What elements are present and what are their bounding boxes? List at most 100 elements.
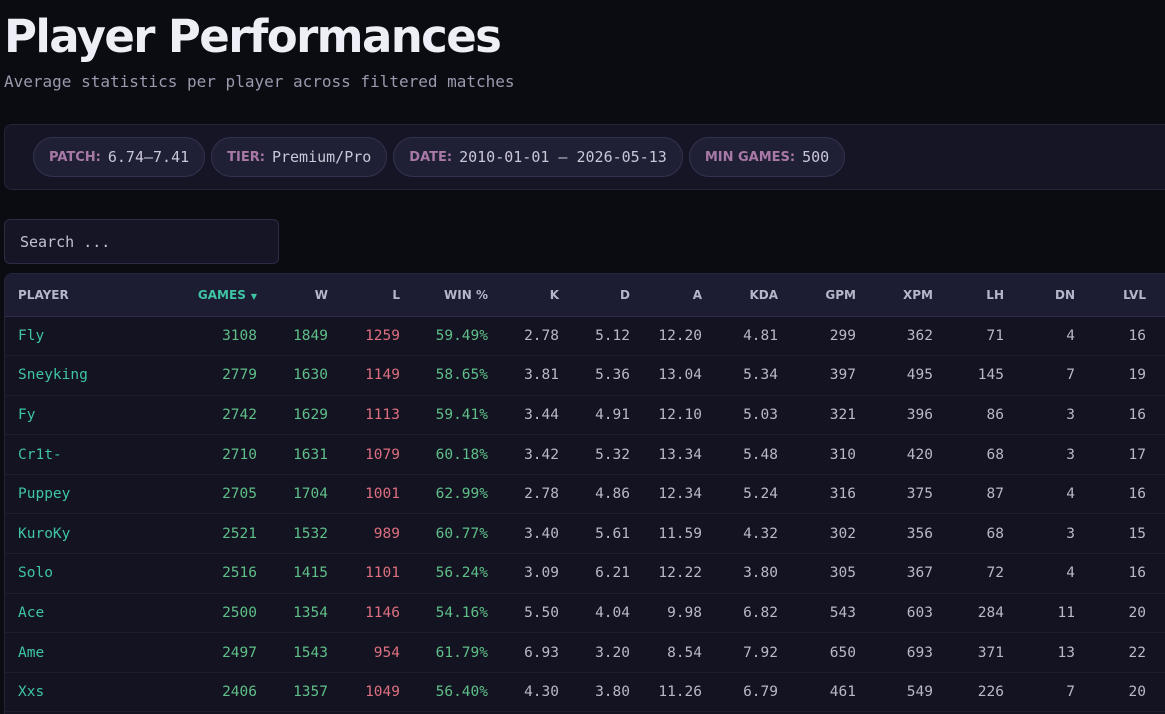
- search-input[interactable]: [4, 219, 279, 264]
- cell-xpm: 549: [906, 684, 933, 701]
- cell-w: 1631: [293, 446, 328, 463]
- cell-k: 3.44: [524, 406, 559, 423]
- column-header-d[interactable]: D: [573, 274, 644, 317]
- table-row[interactable]: Cr1t- 2710 1631 1079 60.18% 3.42 5.32 13.34 5.48…: [5, 435, 1165, 475]
- column-header-label: KDA: [749, 287, 778, 302]
- column-header-label: K: [549, 287, 559, 302]
- cell-w: 1532: [293, 525, 328, 542]
- cell-l: 1049: [365, 684, 400, 701]
- column-header-dn[interactable]: DN: [1018, 274, 1089, 317]
- cell-player[interactable]: Fly: [18, 327, 45, 344]
- cell-player[interactable]: KuroKy: [18, 525, 71, 542]
- column-header-label: D: [620, 287, 630, 302]
- cell-win-pct: 58.65%: [435, 367, 488, 384]
- cell-win-pct: 60.77%: [435, 525, 488, 542]
- filter-chip-min-games[interactable]: MIN GAMES: 500: [688, 137, 846, 177]
- cell-win-pct: 56.40%: [435, 684, 488, 701]
- cell-lh: 87: [986, 486, 1004, 503]
- cell-player[interactable]: Cr1t-: [18, 446, 62, 463]
- row-spacer: [1160, 435, 1165, 475]
- cell-player[interactable]: Ame: [18, 644, 45, 661]
- filter-chip-patch[interactable]: PATCH: 6.74–7.41: [33, 137, 206, 177]
- cell-l: 1079: [365, 446, 400, 463]
- column-header-label: DN: [1054, 287, 1075, 302]
- cell-w: 1630: [293, 367, 328, 384]
- table-row[interactable]: Sneyking 2779 1630 1149 58.65% 3.81 5.36 13.04 5…: [5, 356, 1165, 396]
- cell-games: 2497: [222, 644, 257, 661]
- sort-descending-icon: ▼: [250, 291, 257, 301]
- cell-win-pct: 59.49%: [435, 327, 488, 344]
- cell-dn: 4: [1066, 565, 1075, 582]
- cell-win-pct: 62.99%: [435, 486, 488, 503]
- cell-gpm: 299: [829, 327, 856, 344]
- cell-win-pct: 60.18%: [435, 446, 488, 463]
- cell-player[interactable]: Sneyking: [18, 367, 88, 384]
- cell-kda: 4.32: [743, 525, 778, 542]
- page-title: Player Performances: [4, 10, 502, 63]
- column-header-xpm[interactable]: XPM: [870, 274, 947, 317]
- cell-lh: 71: [986, 327, 1004, 344]
- cell-player[interactable]: Xxs: [18, 684, 45, 701]
- cell-player[interactable]: Fy: [18, 406, 36, 423]
- cell-k: 3.42: [524, 446, 559, 463]
- column-header-lh[interactable]: LH: [947, 274, 1018, 317]
- column-header-label: W: [314, 287, 328, 302]
- table-row[interactable]: Ace 2500 1354 1146 54.16% 5.50 4.04 9.98 6.82 543…: [5, 593, 1165, 633]
- table-row[interactable]: Fy 2742 1629 1113 59.41% 3.44 4.91 12.10 5.03 321…: [5, 395, 1165, 435]
- cell-k: 6.93: [524, 644, 559, 661]
- cell-kda: 4.81: [743, 327, 778, 344]
- filter-chip-value: 6.74–7.41: [107, 148, 190, 166]
- column-header-games[interactable]: GAMES ▼: [154, 274, 271, 317]
- cell-player[interactable]: Puppey: [18, 486, 71, 503]
- cell-lh: 226: [977, 684, 1004, 701]
- cell-xpm: 367: [906, 565, 933, 582]
- column-header-a[interactable]: A: [644, 274, 716, 317]
- cell-k: 3.81: [524, 367, 559, 384]
- cell-lh: 371: [977, 644, 1004, 661]
- cell-kda: 5.34: [743, 367, 778, 384]
- cell-games: 2710: [222, 446, 257, 463]
- column-header-lvl[interactable]: LVL: [1089, 274, 1160, 317]
- column-header-kda[interactable]: KDA: [716, 274, 792, 317]
- filter-chip-label: DATE:: [409, 149, 453, 165]
- filter-chip-date[interactable]: DATE: 2010-01-01 – 2026-05-13: [393, 137, 683, 177]
- cell-games: 2705: [222, 486, 257, 503]
- table-row[interactable]: KuroKy 2521 1532 989 60.77% 3.40 5.61 11.59 4.32…: [5, 514, 1165, 554]
- column-header-label: GPM: [825, 287, 856, 302]
- cell-games: 2500: [222, 604, 257, 621]
- cell-kda: 6.82: [743, 604, 778, 621]
- cell-w: 1704: [293, 486, 328, 503]
- filter-chips: PATCH: 6.74–7.41 TIER: Premium/Pro DATE:…: [33, 137, 846, 177]
- cell-dn: 3: [1066, 525, 1075, 542]
- column-header-gpm[interactable]: GPM: [792, 274, 870, 317]
- cell-gpm: 321: [829, 406, 856, 423]
- cell-games: 2742: [222, 406, 257, 423]
- filter-chip-label: MIN GAMES:: [704, 149, 796, 165]
- column-header-label: L: [392, 287, 400, 302]
- row-spacer: [1160, 356, 1165, 396]
- column-header-win-pct[interactable]: WIN %: [414, 274, 502, 317]
- column-header-w[interactable]: W: [271, 274, 342, 317]
- column-header-k[interactable]: K: [502, 274, 573, 317]
- filter-chip-tier[interactable]: TIER: Premium/Pro: [211, 137, 388, 177]
- cell-lvl: 20: [1128, 684, 1146, 701]
- cell-kda: 7.92: [743, 644, 778, 661]
- table-row[interactable]: Fly 3108 1849 1259 59.49% 2.78 5.12 12.20 4.81 29…: [5, 316, 1165, 356]
- cell-l: 1113: [365, 406, 400, 423]
- cell-player[interactable]: Solo: [18, 565, 53, 582]
- cell-xpm: 495: [906, 367, 933, 384]
- cell-xpm: 396: [906, 406, 933, 423]
- table-row[interactable]: Puppey 2705 1704 1001 62.99% 2.78 4.86 12.34 5.2…: [5, 474, 1165, 514]
- cell-player[interactable]: Ace: [18, 604, 45, 621]
- column-header-player[interactable]: PLAYER: [5, 274, 154, 317]
- column-header-l[interactable]: L: [342, 274, 414, 317]
- column-header-label: LH: [986, 287, 1004, 302]
- cell-d: 4.86: [595, 486, 630, 503]
- table-row[interactable]: Solo 2516 1415 1101 56.24% 3.09 6.21 12.22 3.80 3…: [5, 554, 1165, 594]
- cell-kda: 5.24: [743, 486, 778, 503]
- table-row[interactable]: Xxs 2406 1357 1049 56.40% 4.30 3.80 11.26 6.79 46…: [5, 672, 1165, 712]
- table-row[interactable]: Ame 2497 1543 954 61.79% 6.93 3.20 8.54 7.92 650 6…: [5, 633, 1165, 673]
- cell-xpm: 375: [906, 486, 933, 503]
- row-spacer: [1160, 316, 1165, 356]
